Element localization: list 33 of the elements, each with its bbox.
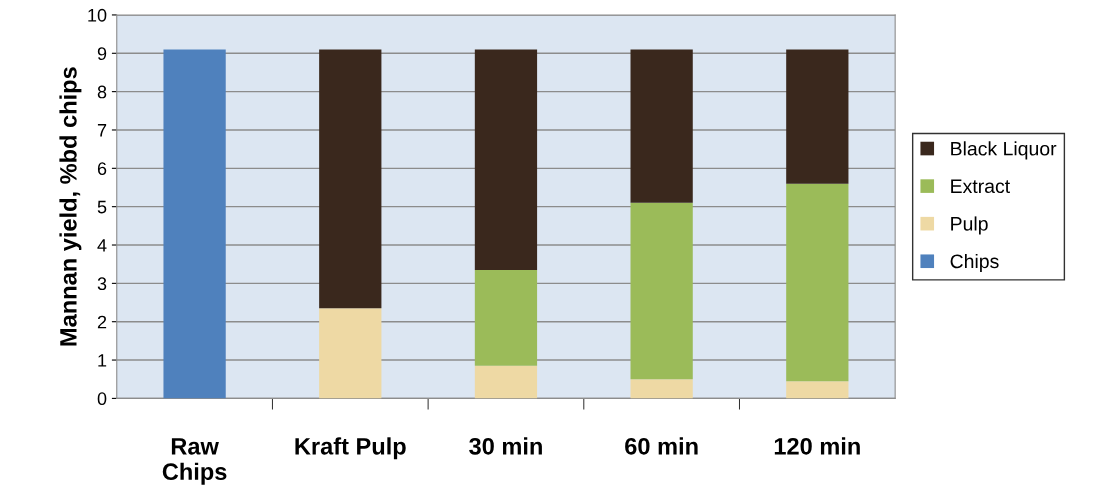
legend-label: Chips xyxy=(950,253,999,273)
legend-label: Pulp xyxy=(951,216,988,235)
y-tick-label: 10 xyxy=(88,8,107,22)
y-tick-label: 9 xyxy=(97,47,107,61)
bar xyxy=(163,49,226,399)
bar xyxy=(319,308,382,399)
bar xyxy=(786,49,849,184)
y-tick-label: 6 xyxy=(97,162,107,176)
y-axis-title: Mannan yield, %bd chips xyxy=(59,67,82,346)
bar xyxy=(474,269,538,366)
y-tick-label: 1 xyxy=(98,354,107,367)
y-tick-label: 8 xyxy=(97,85,107,99)
x-tick-label: 120 min xyxy=(774,437,860,455)
y-tick-label: 5 xyxy=(97,200,107,214)
bar xyxy=(474,365,538,399)
x-tick-label: Raw Chips xyxy=(162,438,227,485)
x-tick-label: 60 min xyxy=(625,437,698,455)
y-tick-label: 2 xyxy=(97,315,107,329)
bar xyxy=(786,183,849,382)
y-tick-label: 3 xyxy=(97,277,107,291)
x-tick-label: Kraft Pulp xyxy=(295,437,406,460)
x-tick-label: 30 min xyxy=(469,437,542,455)
legend-label: Black Liquor xyxy=(951,141,1057,160)
bar xyxy=(474,49,538,270)
bar xyxy=(786,381,849,399)
bar xyxy=(630,49,693,203)
y-tick-label: 0 xyxy=(97,392,107,406)
bar xyxy=(319,49,382,309)
y-tick-label: 4 xyxy=(97,239,107,252)
bar xyxy=(630,202,693,380)
legend-label: Extract xyxy=(951,179,1010,194)
bar xyxy=(630,379,693,399)
y-tick-label: 7 xyxy=(97,124,107,137)
